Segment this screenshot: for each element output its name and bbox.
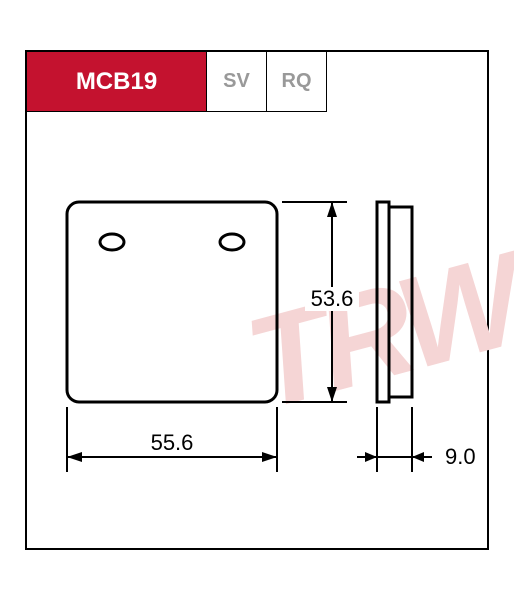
arrow-up (327, 202, 337, 217)
part-number-box: MCB19 (27, 52, 207, 112)
diagram-container: MCB19 SV RQ TRW 55.6 (25, 50, 489, 550)
side-pad (389, 207, 412, 397)
thickness-dimension: 9.0 (445, 444, 476, 469)
diagram-area: TRW 55.6 (27, 112, 487, 552)
front-view-outline (67, 202, 277, 402)
technical-drawing: 55.6 53.6 9.0 (27, 112, 491, 552)
mounting-hole-left (100, 234, 124, 250)
arrow-right (262, 452, 277, 462)
side-view (377, 202, 412, 402)
part-number: MCB19 (76, 68, 157, 96)
variant2-label: RQ (282, 70, 312, 93)
mounting-hole-right (220, 234, 244, 250)
arrow-down (327, 387, 337, 402)
arrow-left (67, 452, 82, 462)
height-dimension: 53.6 (311, 286, 354, 311)
variant1-box: SV (207, 52, 267, 112)
side-backing (377, 202, 389, 402)
variant2-box: RQ (267, 52, 327, 112)
width-dimension: 55.6 (151, 430, 194, 455)
header-row: MCB19 SV RQ (27, 52, 487, 112)
variant1-label: SV (223, 70, 250, 93)
arrow-left (365, 452, 377, 462)
arrow-right (412, 452, 424, 462)
